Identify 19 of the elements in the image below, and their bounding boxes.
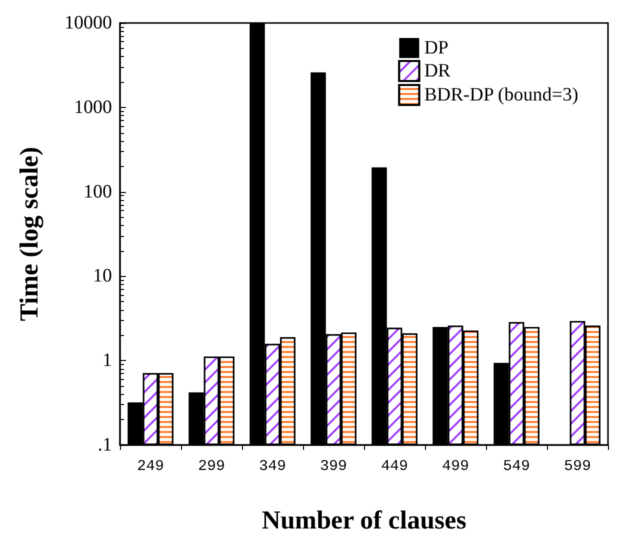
x-tick-label: 249 (136, 458, 164, 475)
legend-label: DR (424, 60, 451, 82)
legend-label: DP (424, 38, 448, 58)
y-tick-label: 1 (102, 350, 112, 372)
y-tick-label: 100 (84, 181, 112, 202)
x-tick-label: 449 (380, 458, 408, 475)
x-tick-label: 349 (258, 458, 286, 475)
x-tick-label: 599 (564, 458, 592, 475)
y-tick-label: .1 (98, 434, 112, 456)
y-tick-label: 1000 (74, 96, 112, 118)
x-tick-label: 499 (442, 458, 470, 475)
x-tick-label: 399 (320, 458, 348, 475)
legend-label: BDR-DP (bound=3) (424, 84, 578, 106)
x-tick-label: 549 (502, 458, 530, 475)
x-axis-title: Number of clauses (262, 506, 466, 534)
y-tick-label: 10000 (64, 12, 112, 34)
x-tick-label: 299 (198, 458, 226, 475)
y-axis-title: Time (log scale) (14, 146, 44, 322)
y-tick-label: 10 (93, 266, 112, 287)
